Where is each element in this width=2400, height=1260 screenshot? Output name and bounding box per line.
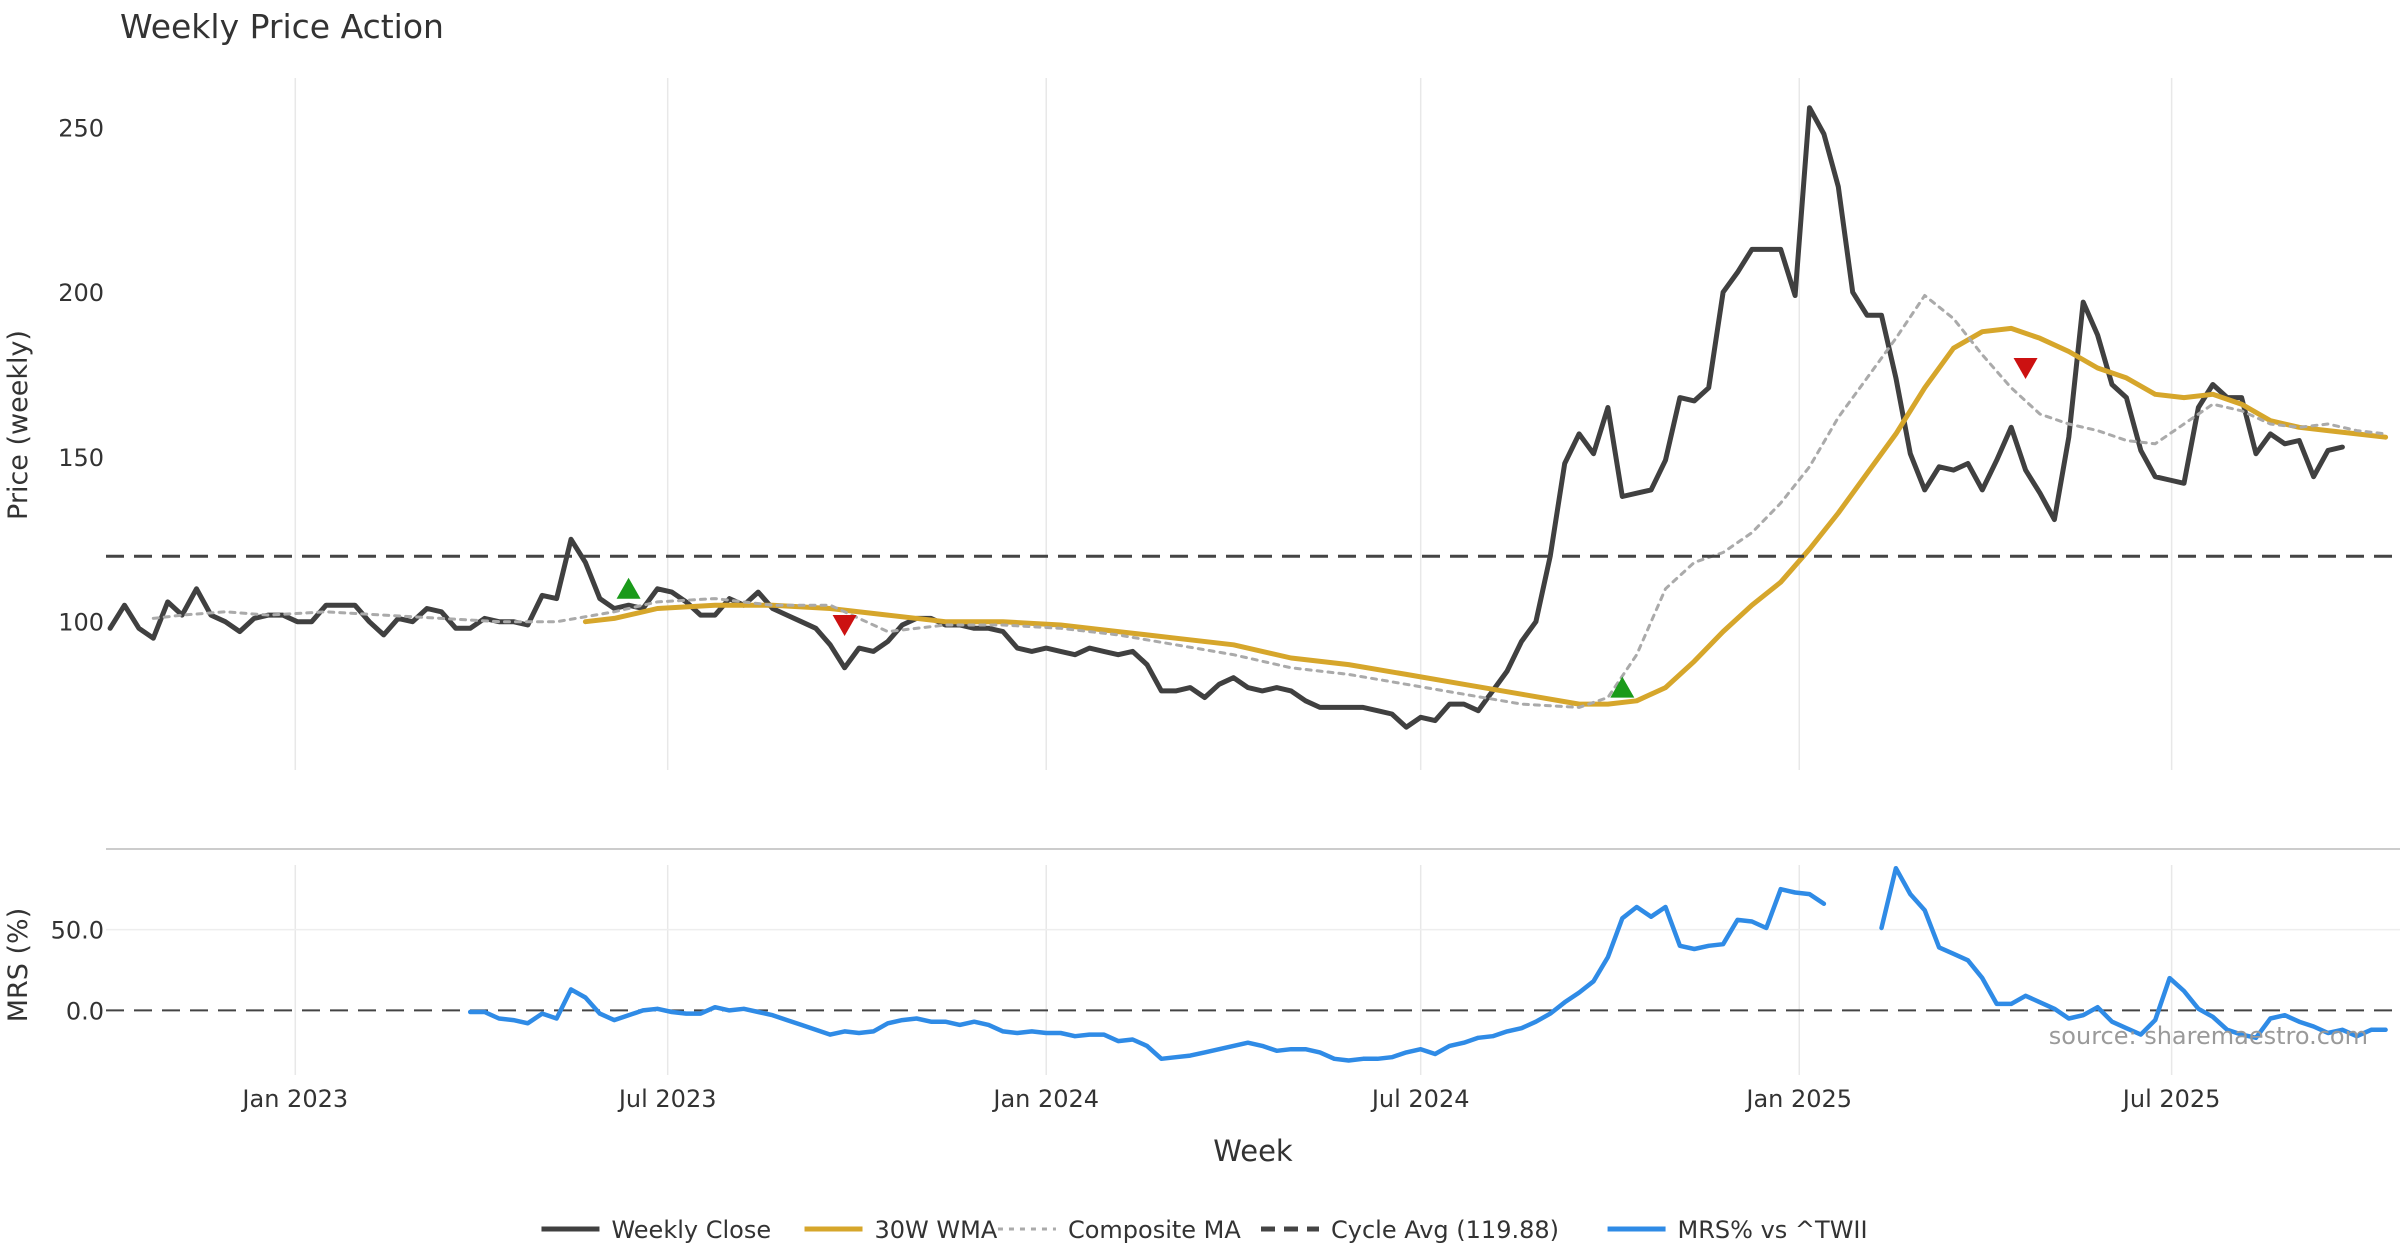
legend-label: MRS% vs ^TWII [1678, 1216, 1868, 1244]
x-tick-label: Jul 2023 [617, 1085, 717, 1113]
sell-signal-marker [832, 615, 857, 637]
x-tick-label: Jan 2023 [240, 1085, 348, 1113]
mrs-line [1879, 865, 2388, 1041]
mrs-y-tick-label: 50.0 [51, 917, 104, 945]
chart-title: Weekly Price Action [120, 7, 444, 46]
price-y-tick-label: 200 [58, 279, 104, 307]
legend: Weekly Close 30W WMA Composite MA Cycle Avg… [541, 1216, 1868, 1244]
price-panel: 100 150 200 250 [58, 105, 2400, 730]
legend-label: Weekly Close [611, 1216, 771, 1244]
mrs-y-tick-label: 0.0 [66, 997, 104, 1025]
sell-signal-marker [2013, 357, 2038, 379]
price-y-tick-label: 250 [58, 114, 104, 142]
price-y-tick-label: 150 [58, 444, 104, 472]
legend-label: 30W WMA [875, 1216, 998, 1244]
x-tick-label: Jul 2024 [1370, 1085, 1470, 1113]
composite-ma-line [151, 294, 2388, 709]
x-tick-label: Jan 2024 [991, 1085, 1099, 1113]
grid: Jan 2023 Jul 2023 Jan 2024 Jul 2024 Jan 2025… [240, 78, 2220, 1113]
x-axis-label: Week [1213, 1134, 1293, 1168]
mrs-y-axis-label: MRS (%) [3, 908, 34, 1023]
30w-wma-line [582, 325, 2389, 707]
price-y-tick-label: 100 [58, 609, 104, 637]
source-note: source: sharemaestro.com [2049, 1022, 2368, 1050]
buy-signal-marker [1610, 676, 1635, 698]
mrs-panel: 0.0 50.0 [51, 865, 2400, 1063]
x-tick-label: Jul 2025 [2121, 1085, 2221, 1113]
legend-label: Cycle Avg (119.88) [1331, 1216, 1559, 1244]
buy-signal-marker [616, 577, 641, 599]
price-y-axis-label: Price (weekly) [3, 330, 34, 520]
legend-label: Composite MA [1068, 1216, 1241, 1244]
x-tick-label: Jan 2025 [1744, 1085, 1852, 1113]
mrs-line [467, 886, 1827, 1063]
